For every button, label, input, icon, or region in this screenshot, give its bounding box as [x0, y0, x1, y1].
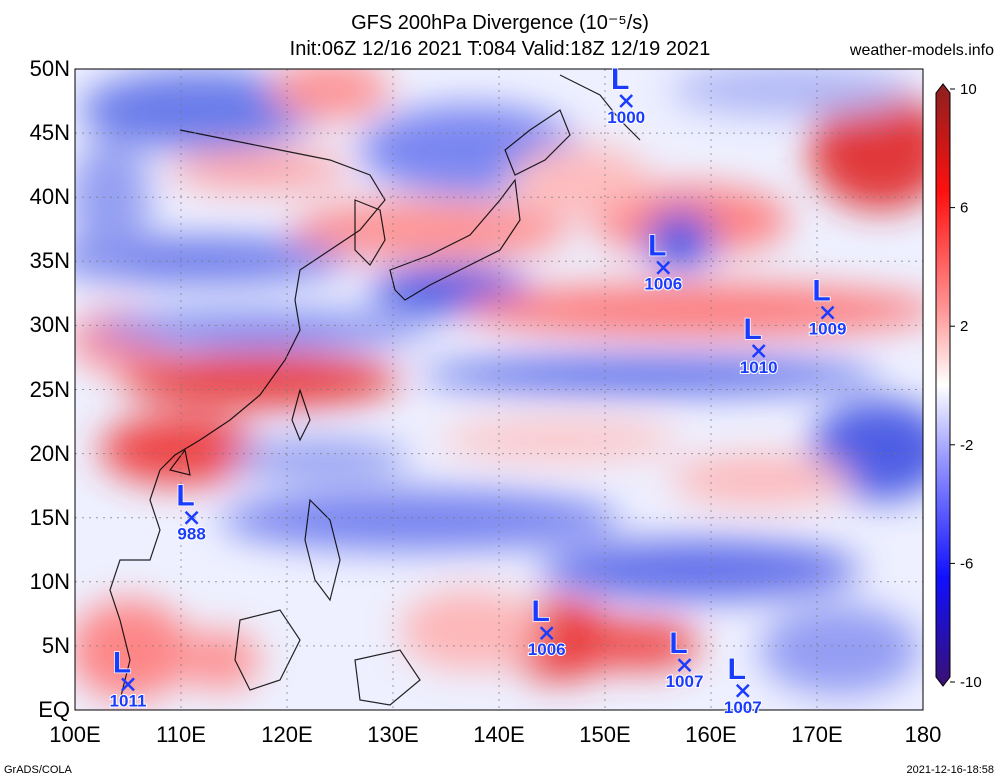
lat-label: 45N — [29, 120, 70, 146]
low-pressure-value: 1011 — [110, 691, 147, 710]
lat-label: 35N — [29, 248, 70, 274]
footer-credit: GrADS/COLA — [4, 764, 72, 776]
low-center: L 1007 — [723, 652, 763, 718]
low-center: L 1000 — [606, 62, 646, 128]
lat-label: 30N — [29, 312, 70, 338]
divergence-field — [75, 69, 923, 710]
low-center-mark — [539, 626, 554, 640]
lat-label: 10N — [29, 568, 70, 594]
low-center: L 1011 — [109, 646, 148, 712]
lon-label: 170E — [791, 722, 843, 747]
lon-label: 150E — [579, 722, 631, 747]
low-pressure-value: 1007 — [666, 672, 704, 691]
map-subtitle: Init:06Z 12/16 2021 T:084 Valid:18Z 12/1… — [289, 38, 711, 60]
colorbar-tick-label: -6 — [960, 555, 973, 572]
colorbar-tick-label: -2 — [960, 437, 973, 454]
lon-label: 100E — [49, 722, 101, 747]
low-center-mark — [184, 510, 199, 525]
footer-timestamp: 2021-12-16-18:58 — [906, 764, 994, 776]
low-center: L 1006 — [643, 229, 683, 295]
low-center: L 1010 — [739, 312, 779, 378]
map-title: GFS 200hPa Divergence (10⁻⁵/s) — [351, 12, 649, 34]
low-center: L 1009 — [808, 274, 848, 340]
lat-label: 20N — [29, 440, 70, 466]
colorbar-tick-label: 10 — [960, 81, 977, 98]
low-pressure-value: 1007 — [724, 698, 762, 717]
low-center-mark — [735, 683, 750, 698]
low-pressure-value: 1009 — [809, 320, 847, 339]
low-symbol: L — [812, 275, 830, 308]
colorbar-bar — [935, 83, 951, 687]
site-credit: weather-models.info — [849, 42, 994, 59]
plot-frame — [74, 68, 924, 711]
colorbar-ticks: 10 6 2 -2 -6 -10 — [950, 81, 982, 691]
colorbar-tick-label: -10 — [960, 674, 982, 691]
low-center-mark — [677, 658, 692, 673]
low-pressure-value: 1010 — [740, 358, 778, 377]
low-symbol: L — [669, 627, 687, 660]
low-symbol: L — [532, 595, 550, 628]
lon-label: 160E — [685, 722, 737, 747]
lat-label: 40N — [29, 184, 70, 210]
lat-label: 5N — [41, 632, 70, 658]
low-symbol: L — [744, 313, 762, 346]
low-center: L 988 — [176, 479, 207, 545]
low-center-mark — [121, 677, 135, 692]
low-symbol: L — [113, 646, 131, 679]
colorbar-tick-label: 2 — [960, 318, 968, 335]
lon-label: 110E — [156, 722, 206, 747]
lon-label: 140E — [473, 722, 525, 747]
low-pressure-value: 1000 — [607, 108, 645, 127]
low-pressure-value: 1006 — [644, 275, 682, 294]
colorbar: 10 6 2 -2 -6 -10 — [935, 81, 982, 691]
colorbar-tick-label: 6 — [960, 200, 968, 217]
low-center-mark — [619, 94, 634, 108]
low-center: L 1006 — [527, 594, 567, 660]
low-center-mark — [751, 344, 766, 358]
low-symbol: L — [728, 653, 746, 686]
lat-label: 15N — [29, 504, 70, 530]
low-center-mark — [656, 260, 671, 275]
lon-label: 120E — [261, 722, 313, 747]
lat-label: EQ — [38, 697, 70, 722]
low-symbol: L — [611, 63, 629, 96]
low-pressure-value: 988 — [177, 525, 205, 544]
low-symbol: L — [648, 230, 666, 263]
lat-lon-grid — [75, 69, 923, 710]
lat-label: 25N — [29, 376, 70, 402]
lat-label: 50N — [29, 56, 70, 81]
low-center-mark — [820, 305, 835, 320]
lon-label: 180 — [904, 722, 942, 747]
low-center: L 1007 — [665, 626, 705, 692]
low-symbol: L — [176, 480, 194, 513]
low-pressure-value: 1006 — [528, 640, 566, 659]
lon-label: 130E — [367, 722, 419, 747]
